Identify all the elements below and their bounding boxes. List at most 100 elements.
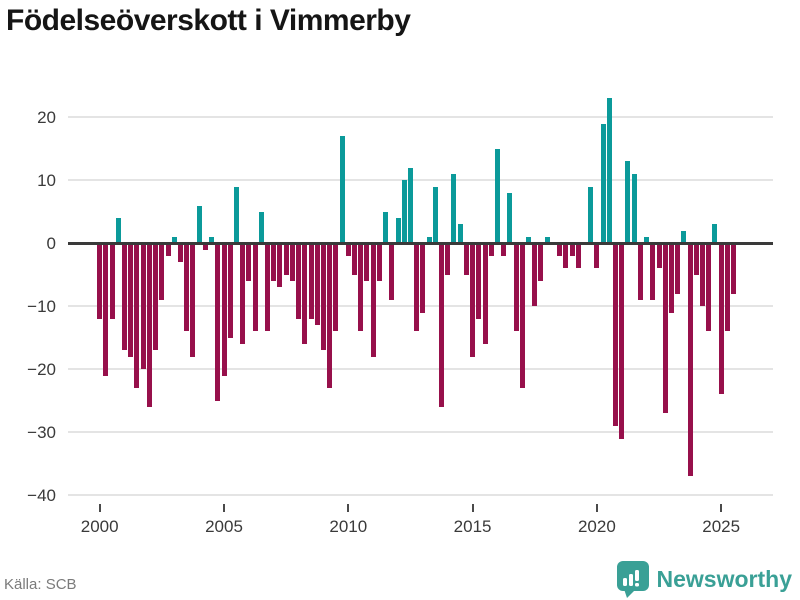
x-axis-tick — [595, 504, 598, 512]
bar — [575, 243, 581, 269]
bar — [507, 192, 513, 244]
x-axis-label: 2000 — [80, 517, 119, 536]
x-axis-label: 2015 — [453, 517, 492, 536]
bar — [613, 243, 619, 426]
zero-line — [68, 241, 773, 245]
bar — [700, 243, 706, 307]
gridline — [68, 494, 773, 497]
x-axis-label: 2010 — [329, 517, 368, 536]
bar — [687, 243, 693, 477]
bar — [706, 243, 712, 332]
bar — [215, 243, 221, 401]
gridline — [68, 431, 773, 434]
bar — [600, 123, 606, 244]
bar — [227, 243, 233, 338]
bar — [426, 237, 432, 244]
bar — [463, 243, 469, 275]
chart-title: Födelseöverskott i Vimmerby — [6, 4, 411, 37]
bar — [407, 167, 413, 244]
bar — [314, 243, 320, 326]
bar — [668, 243, 674, 313]
bar — [296, 243, 302, 319]
bar — [153, 243, 159, 351]
bar — [724, 243, 730, 332]
x-axis-label: 2005 — [205, 517, 243, 536]
bar — [656, 243, 662, 269]
y-axis-label: −30 — [27, 422, 56, 442]
x-axis-tick — [347, 504, 350, 512]
y-axis-label: −40 — [27, 485, 56, 505]
bar — [588, 186, 594, 244]
bar — [606, 98, 612, 244]
bar — [569, 243, 575, 256]
bar — [420, 243, 426, 313]
bar — [221, 243, 227, 376]
bar — [122, 243, 128, 351]
bar — [718, 243, 724, 395]
bar — [494, 148, 500, 244]
newsworthy-logo[interactable]: Newsworthy — [616, 560, 792, 598]
bar — [370, 243, 376, 357]
bar — [196, 205, 202, 244]
bar — [146, 243, 152, 408]
bar — [395, 218, 401, 244]
bar — [470, 243, 476, 357]
bar — [625, 161, 631, 244]
bar — [289, 243, 295, 282]
bar — [538, 243, 544, 282]
bar — [432, 186, 438, 244]
bar — [662, 243, 668, 414]
bar — [644, 237, 650, 244]
bar — [177, 243, 183, 263]
newsworthy-pin-icon — [616, 561, 649, 598]
bar — [327, 243, 333, 389]
bar — [513, 243, 519, 332]
bar — [675, 243, 681, 294]
bar — [488, 243, 494, 256]
bar — [557, 243, 563, 256]
bar — [451, 174, 457, 244]
y-axis-label: 10 — [37, 170, 56, 190]
bar — [246, 243, 252, 282]
bar — [190, 243, 196, 357]
bar — [134, 243, 140, 389]
bar — [389, 243, 395, 300]
bar — [352, 243, 357, 275]
bar — [358, 243, 364, 332]
bar — [265, 243, 270, 332]
x-axis-tick — [223, 504, 225, 512]
newsworthy-wordmark: Newsworthy — [656, 565, 792, 592]
bar — [308, 243, 314, 319]
bar — [320, 243, 326, 351]
bar — [544, 237, 550, 244]
bar — [339, 136, 345, 244]
bar — [252, 243, 258, 332]
bar — [693, 243, 699, 275]
bar — [283, 243, 289, 275]
bar — [345, 243, 351, 256]
bar — [383, 211, 389, 244]
bar — [128, 243, 134, 357]
bar — [476, 243, 482, 319]
bar — [439, 243, 445, 408]
bar — [140, 243, 146, 370]
x-axis-label: 2020 — [577, 517, 616, 536]
bar — [731, 243, 737, 294]
bar — [712, 224, 718, 244]
x-axis-tick — [98, 504, 101, 512]
bar — [233, 186, 239, 244]
y-axis-label: 0 — [46, 233, 56, 253]
y-axis-label: −10 — [27, 296, 56, 316]
gridline — [68, 116, 773, 119]
bar — [202, 243, 208, 250]
bar — [333, 243, 339, 332]
bar — [376, 243, 382, 282]
bar — [271, 243, 277, 282]
bar — [650, 243, 656, 300]
bar — [457, 224, 463, 244]
bar — [159, 243, 165, 300]
y-axis-label: −20 — [27, 359, 56, 379]
bar — [184, 243, 190, 332]
bar — [240, 243, 246, 345]
